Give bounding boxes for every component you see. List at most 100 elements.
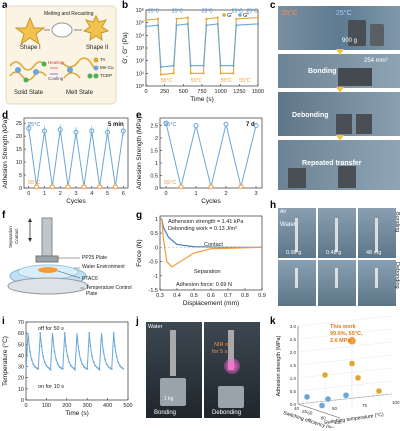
- data-point: [84, 367, 87, 369]
- data-point: [223, 121, 229, 127]
- data-point: [42, 355, 45, 358]
- scatter-point: [324, 395, 332, 403]
- data-point: [216, 22, 219, 26]
- y-tick-label: 3.0: [290, 324, 297, 329]
- part-ptac: PTAC6: [82, 276, 98, 282]
- legend-label: G'': [243, 13, 249, 19]
- y-tick-label: 0: [21, 398, 24, 404]
- z-tick-label: 40: [294, 406, 300, 411]
- panel-label: i: [2, 316, 5, 327]
- x-tick-label: 250: [160, 89, 169, 95]
- x-tick-label: 0.9: [258, 293, 266, 299]
- panel-label: f: [2, 210, 6, 221]
- data-point: [74, 369, 76, 371]
- chart-b: 0 250 500 750 1000 1250 1500 10⁰ 10¹ 10² 10³ 10⁴ 10⁵…: [122, 7, 264, 103]
- x-tick-label: 1000: [215, 89, 227, 95]
- data-point: [205, 24, 208, 27]
- data-point: [163, 120, 169, 126]
- this-work-point: 99.9%, 55°C,: [330, 331, 363, 337]
- x-axis-label: Displacement (mm): [183, 300, 239, 307]
- photo-h-bonding-2: [318, 208, 356, 258]
- y-tick-label: 40: [18, 353, 24, 359]
- grid-line: [297, 328, 393, 340]
- data-point: [156, 24, 160, 27]
- y-tick-label: 1.0: [290, 376, 297, 381]
- data-point: [73, 367, 76, 370]
- photo-tank-weight: [278, 6, 400, 50]
- data-point: [97, 184, 103, 190]
- data-point: [52, 337, 54, 339]
- data-point: [58, 365, 61, 368]
- y-tick-label: 0: [155, 186, 158, 192]
- x-tick-label: 500: [123, 403, 132, 409]
- grid-line: [297, 316, 393, 327]
- x-tick-label: 400: [103, 403, 112, 409]
- scatter-point: [375, 387, 383, 395]
- y-tick-label: 10²: [136, 59, 144, 65]
- data-point: [89, 345, 92, 347]
- data-point: [30, 358, 33, 361]
- adhesion-strength-note: Adhension strength = 1.41 kPa: [168, 219, 244, 225]
- temp-label-55: 55°C: [239, 78, 251, 84]
- off-note: off for 50 s: [38, 326, 64, 332]
- weight-1: 0.99 g: [286, 250, 302, 256]
- data-point: [202, 72, 205, 75]
- x-tick-label: 5: [106, 191, 109, 197]
- y-axis-label: G', G'' (Pa): [122, 32, 129, 64]
- legend-marker: [238, 13, 242, 17]
- grid-line: [297, 354, 393, 366]
- data-point: [81, 363, 84, 366]
- this-work-strength: 2.6 MPa: [330, 338, 351, 344]
- grid-line: [297, 341, 393, 353]
- data-point: [112, 184, 118, 190]
- panel-label: e: [136, 110, 142, 121]
- x-axis-label: Time (s): [65, 410, 89, 417]
- panel-label: c: [270, 0, 276, 11]
- series-line: [25, 333, 125, 370]
- data-point: [107, 365, 110, 368]
- data-point: [56, 363, 59, 366]
- contact-curve-label: Contact: [204, 242, 223, 248]
- temp-bottom-label: 55°C: [28, 180, 40, 186]
- data-point: [45, 364, 48, 367]
- y-axis-label: Temperature (°C): [1, 336, 9, 386]
- y-tick-label: 10¹: [136, 71, 144, 77]
- part-temp-plate: Temperature Control Plate: [86, 285, 132, 297]
- y-tick-label: 1: [155, 161, 158, 167]
- data-point: [65, 184, 71, 190]
- x-tick-label: 0: [24, 403, 27, 409]
- legend-tcep: TCEP: [100, 73, 113, 78]
- temp-label-25: 25°C: [232, 9, 244, 15]
- panel-i: i 0 100 200 300 400 500 0 10 20 30 40 50 60 70 Time (s…: [0, 316, 134, 426]
- data-point: [109, 367, 111, 369]
- data-point: [61, 367, 64, 370]
- series-line: [165, 122, 257, 187]
- x-tick-label: 6: [122, 191, 125, 197]
- data-point: [105, 363, 108, 366]
- panel-e: e 0 1 2 3 0 0.5 1 1.5 2 2.5 Cycles Adhesion Strengt…: [134, 110, 268, 208]
- data-point: [172, 72, 175, 75]
- temp-label-55: 55°C: [191, 78, 203, 84]
- panel-label: j: [136, 316, 139, 327]
- x-tick-label: 3: [254, 191, 257, 197]
- data-point: [186, 16, 189, 19]
- data-point: [97, 367, 100, 370]
- data-point: [35, 367, 38, 369]
- chart-d: 0 1 2 3 4 5 6 0 5 10 15 20 25 Cycles Adhesion Strength…: [2, 118, 129, 205]
- panel-k: k 0.0 0.5 1.0 1.5 2.0 2.5 3.0 Adhesion strength…: [268, 316, 400, 428]
- data-point: [78, 351, 80, 353]
- time-note: 7 d: [246, 122, 255, 128]
- y-tick-label: 0.5: [290, 389, 297, 394]
- data-point: [66, 355, 69, 358]
- data-point: [96, 366, 98, 369]
- data-point: [43, 361, 46, 364]
- separation-curve-label: Separation: [194, 269, 221, 275]
- chart-e: 0 1 2 3 0 0.5 1 1.5 2 2.5 Cycles Adhesion Strength …: [136, 117, 263, 205]
- scatter-point: [321, 371, 329, 379]
- panel-h: h Air Water 0.99 g 0.48 g 48 mg Bonding …: [268, 200, 400, 310]
- data-point: [235, 17, 238, 20]
- panel-c: c 55°C 25°C 900 g Bonding 254 mm² Debond…: [268, 0, 400, 200]
- y-tick-label: 10⁴: [136, 32, 145, 39]
- data-point: [47, 366, 49, 369]
- data-point: [25, 369, 27, 371]
